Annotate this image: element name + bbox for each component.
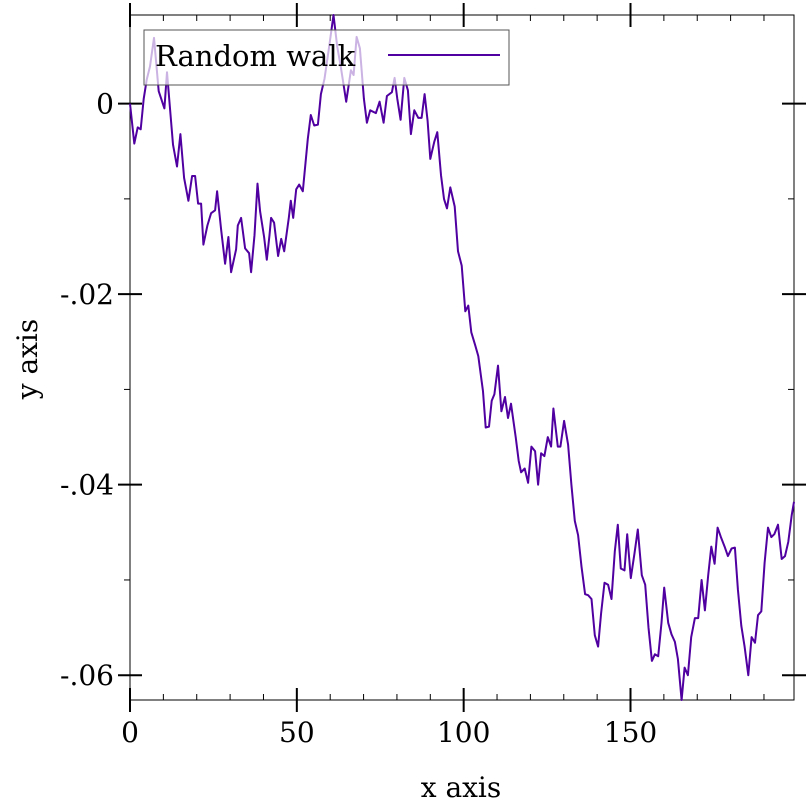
y-tick-label: -.04 xyxy=(60,469,114,502)
y-axis-label: y axis xyxy=(11,319,44,401)
tick-labels: 0 50 100 150 0 -.02 -.04 -.06 xyxy=(60,88,657,749)
x-tick-label: 50 xyxy=(279,716,315,749)
x-tick-label: 150 xyxy=(604,716,657,749)
plot-frame xyxy=(129,14,795,701)
axes xyxy=(129,14,795,701)
x-axis-label: x axis xyxy=(421,771,502,804)
tick-marks xyxy=(118,3,806,712)
legend-label-random-walk: Random walk xyxy=(155,39,356,73)
series-line-0 xyxy=(129,14,795,701)
x-tick-label: 0 xyxy=(121,716,139,749)
legend-box xyxy=(143,29,510,86)
y-tick-label: -.06 xyxy=(60,659,114,692)
y-tick-label: 0 xyxy=(96,88,114,121)
series-lines xyxy=(129,14,795,701)
x-tick-label: 100 xyxy=(437,716,490,749)
legend: Random walk xyxy=(143,29,510,86)
y-tick-label: -.02 xyxy=(60,278,114,311)
